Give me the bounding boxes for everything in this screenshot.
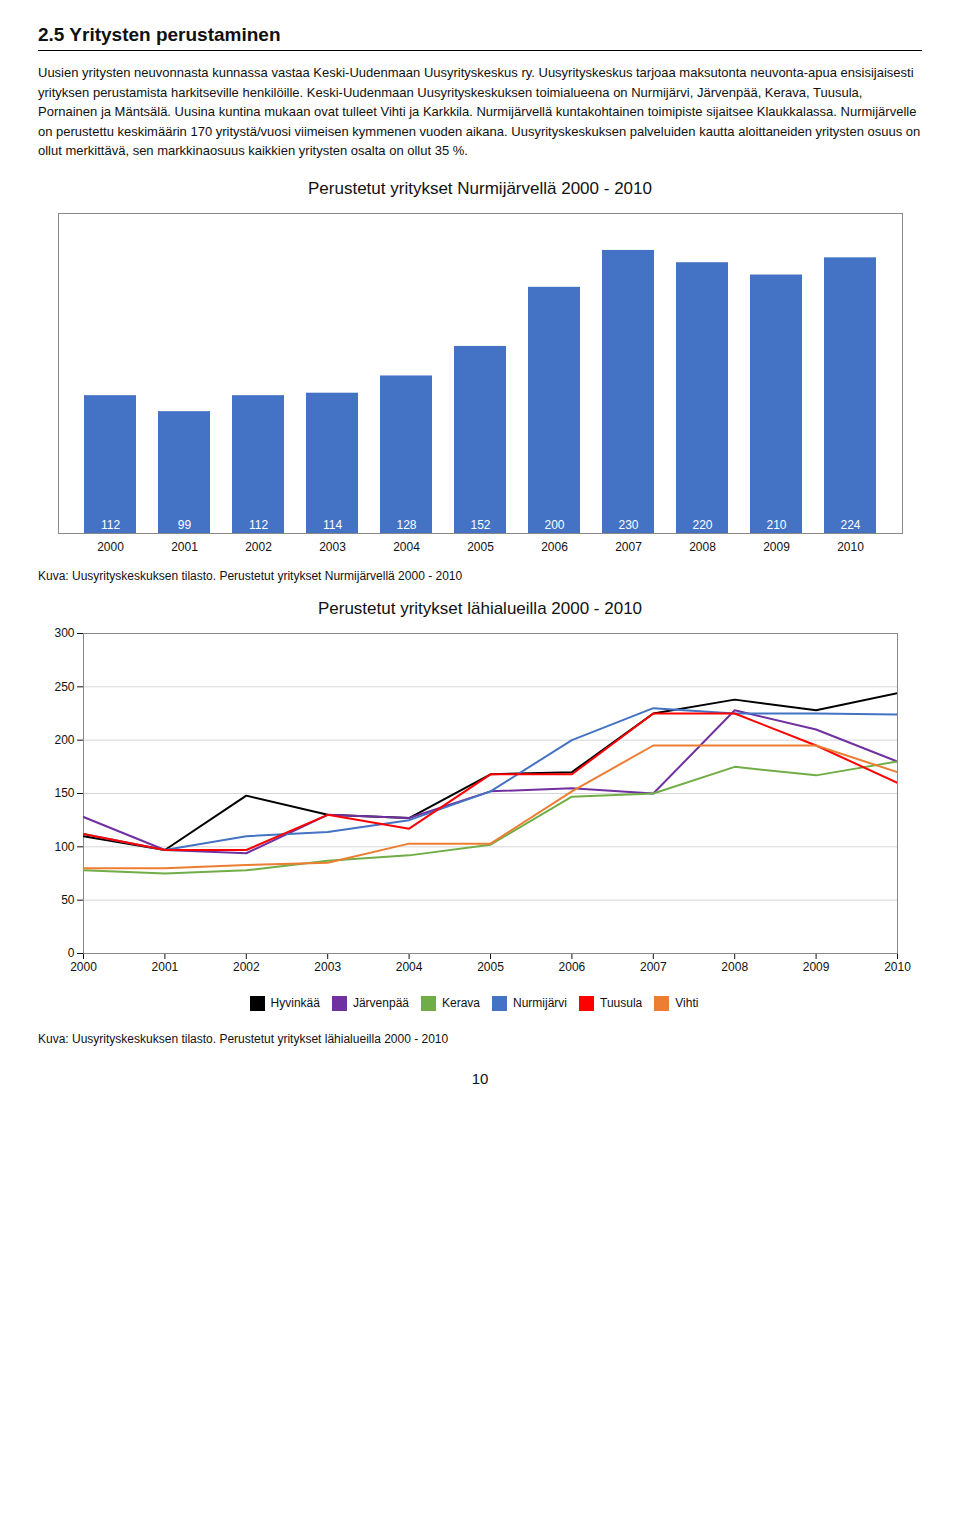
svg-text:220: 220: [692, 517, 712, 531]
svg-text:152: 152: [470, 517, 490, 531]
html-text:Kuva: Uusyrityskeskuksen tilas: Kuva: Uusyrityskeskuksen tilasto. Perust…: [38, 568, 463, 583]
svg-text:210: 210: [766, 517, 786, 531]
svg-text:112: 112: [101, 517, 120, 531]
svg-text:250: 250: [54, 679, 74, 693]
svg-text:2003: 2003: [319, 540, 346, 554]
svg-text:100: 100: [54, 839, 74, 853]
svg-text:2008: 2008: [689, 540, 716, 554]
svg-text:2009: 2009: [763, 540, 790, 554]
svg-text:0: 0: [68, 946, 75, 960]
svg-text:2003: 2003: [314, 960, 341, 974]
svg-text:114: 114: [323, 517, 342, 531]
html-text:Järvenpää: Järvenpää: [352, 996, 409, 1010]
svg-text:2009: 2009: [803, 960, 830, 974]
svg-text:112: 112: [249, 517, 268, 531]
svg-text:2007: 2007: [640, 960, 667, 974]
svg-text:2000: 2000: [70, 960, 97, 974]
svg-text:2005: 2005: [477, 960, 504, 974]
svg-text:2010: 2010: [837, 540, 864, 554]
svg-text:2002: 2002: [245, 540, 272, 554]
html-text:Kerava: Kerava: [442, 996, 480, 1010]
svg-text:2006: 2006: [559, 960, 586, 974]
html-text:2.5 Yritysten perustaminen: 2.5 Yritysten perustaminen: [38, 24, 281, 45]
svg-text:2000: 2000: [97, 540, 124, 554]
html-text:Nurmijärvi: Nurmijärvi: [513, 996, 567, 1010]
html-text:Perustetut yritykset Nurmijärv: Perustetut yritykset Nurmijärvellä 2000 …: [308, 178, 652, 198]
html-text:Perustetut yritykset lähialuei: Perustetut yritykset lähialueilla 2000 -…: [317, 598, 643, 618]
svg-text:2008: 2008: [721, 960, 748, 974]
html-text:Hyvinkää: Hyvinkää: [270, 996, 320, 1010]
svg-text:200: 200: [54, 733, 74, 747]
svg-text:50: 50: [61, 893, 75, 907]
html-text:Tuusula: Tuusula: [600, 996, 643, 1010]
svg-text:2004: 2004: [396, 960, 423, 974]
svg-text:99: 99: [178, 517, 192, 531]
svg-text:230: 230: [618, 517, 638, 531]
svg-text:2006: 2006: [541, 540, 568, 554]
svg-text:2001: 2001: [171, 540, 198, 554]
html-text:Kuva: Uusyrityskeskuksen tilas: Kuva: Uusyrityskeskuksen tilasto. Perust…: [38, 1031, 449, 1046]
svg-text:224: 224: [840, 517, 860, 531]
svg-text:2004: 2004: [393, 540, 420, 554]
html-text:Vihti: Vihti: [675, 996, 699, 1010]
svg-text:2005: 2005: [467, 540, 494, 554]
svg-text:2010: 2010: [884, 960, 911, 974]
svg-text:2001: 2001: [152, 960, 179, 974]
html-text:Uusien yritysten neuvonnasta k: Uusien yritysten neuvonnasta kunnassa va…: [38, 65, 921, 158]
svg-text:150: 150: [54, 786, 74, 800]
svg-text:2007: 2007: [615, 540, 642, 554]
svg-text:128: 128: [396, 517, 416, 531]
svg-text:300: 300: [54, 626, 74, 640]
svg-text:2002: 2002: [233, 960, 260, 974]
svg-text:200: 200: [544, 517, 564, 531]
html-text:10: 10: [471, 1069, 489, 1087]
